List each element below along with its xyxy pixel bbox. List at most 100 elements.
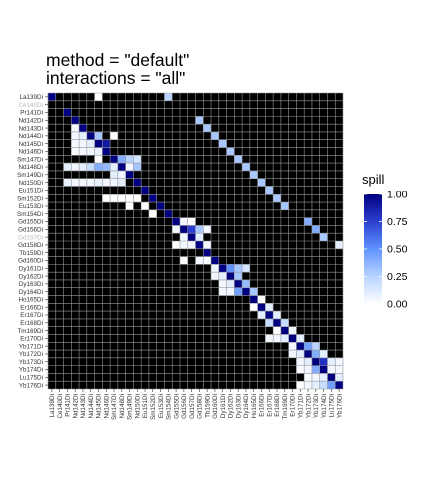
- x-tick-label: Dy164Di: [243, 394, 250, 418]
- x-tick-label: Ce140Di: [57, 394, 64, 419]
- heatmap-cell: [94, 139, 103, 148]
- heatmap-cell: [71, 163, 80, 171]
- y-tick-label: Nd143Di: [18, 125, 43, 132]
- heatmap-cell: [265, 334, 274, 343]
- heatmap-cell: [265, 318, 274, 327]
- x-tick-label: Er167Di: [266, 394, 273, 417]
- heatmap-cell: [94, 131, 103, 140]
- x-tick-label: Yb176Di: [336, 394, 343, 418]
- heatmap-cell: [304, 357, 312, 366]
- heatmap-cell: [179, 256, 188, 265]
- heatmap-cell: [257, 178, 266, 187]
- heatmap-cell: [226, 279, 235, 288]
- heatmap-cell: [203, 248, 212, 257]
- title-line-method: method = "default": [46, 50, 190, 70]
- heatmap-cell: [319, 381, 328, 389]
- heatmap-cell: [79, 124, 87, 132]
- heatmap-cell: [172, 241, 180, 249]
- heatmap-cell: [71, 147, 80, 156]
- y-tick-label: Nd145Di: [18, 141, 43, 148]
- y-tick-label: La139Di: [20, 94, 43, 101]
- heatmap-cell: [187, 217, 196, 226]
- x-tick-label: Sm152Di: [150, 394, 157, 420]
- x-tick-label: Gd158Di: [197, 394, 204, 419]
- heatmap-cell: [234, 279, 243, 288]
- x-tick-label: Sm147Di: [111, 394, 118, 420]
- heatmap-cell: [203, 225, 212, 234]
- y-tick-label: Yb174Di: [19, 367, 43, 374]
- y-tick-label: Nd142Di: [18, 117, 43, 124]
- y-tick-label: Dy163Di: [19, 281, 43, 288]
- heatmap-cell: [211, 256, 219, 265]
- heatmap-cell: [288, 334, 297, 343]
- heatmap-cell: [71, 178, 80, 187]
- heatmap-cell: [311, 342, 320, 351]
- x-tick-label: Nd145Di: [96, 394, 103, 419]
- heatmap-cell: [304, 365, 312, 374]
- heatmap-cell: [319, 365, 328, 374]
- heatmap-cell: [226, 272, 235, 280]
- heatmap-cell: [242, 264, 250, 273]
- x-tick-label: Nd144Di: [88, 394, 95, 419]
- y-tick-label: Nd144Di: [18, 133, 43, 140]
- heatmap-cell: [117, 170, 126, 179]
- heatmap-cell: [249, 170, 258, 179]
- y-tick-label: Dy161Di: [19, 265, 43, 272]
- y-tick-label: Pr141Di: [20, 110, 43, 117]
- heatmap-cell: [125, 194, 134, 203]
- x-tick-label: Gd157Di: [189, 394, 196, 419]
- heatmap-cell: [203, 124, 212, 132]
- heatmap-cell: [79, 163, 87, 171]
- heatmap-cell: [94, 178, 103, 187]
- heatmap-cell: [102, 147, 111, 156]
- heatmap-cell: [311, 357, 320, 366]
- heatmap-cell: [242, 279, 250, 288]
- heatmap-cell: [226, 287, 235, 296]
- heatmap-cell: [218, 264, 227, 273]
- y-tick-label: Gd157Di: [18, 234, 43, 241]
- legend-tick-label: 1.00: [387, 191, 408, 201]
- heatmap-cell: [94, 93, 103, 101]
- y-tick-label: Nd150Di: [18, 180, 43, 187]
- heatmap-cell: [195, 233, 204, 241]
- x-tick-label: Gd156Di: [181, 394, 188, 419]
- grid-lines: [47, 92, 344, 390]
- y-tick-label: Gd158Di: [18, 242, 43, 249]
- heatmap-cell: [117, 155, 126, 164]
- x-tick-label: Nd150Di: [134, 394, 141, 419]
- title-line-interactions: interactions = "all": [46, 68, 186, 88]
- heatmap-cell: [335, 373, 343, 382]
- heatmap-cell: [63, 178, 72, 187]
- heatmap-cell: [311, 373, 320, 382]
- y-tick-label: Sm147Di: [17, 156, 43, 163]
- heatmap-cell: [304, 217, 312, 226]
- x-tick-label: Er170Di: [290, 394, 297, 417]
- heatmap-cell: [304, 342, 312, 351]
- chart-title: method = "default" interactions = "all": [46, 51, 406, 87]
- heatmap-cell: [211, 272, 219, 280]
- heatmap-cell: [335, 381, 343, 389]
- heatmap-cell: [335, 365, 343, 374]
- heatmap-cell: [102, 163, 111, 171]
- heatmap-cell: [234, 272, 243, 280]
- x-tick-label: Tm169Di: [282, 394, 289, 420]
- heatmap-cell: [195, 241, 204, 249]
- heatmap-cell: [211, 131, 219, 140]
- heatmap-cell: [273, 334, 281, 343]
- heatmap-cell: [327, 381, 336, 389]
- y-tick-label: Ce140Di: [18, 102, 43, 109]
- heatmap-cell: [164, 209, 173, 218]
- heatmap-cell: [102, 194, 111, 203]
- y-tick-label: Gd156Di: [18, 227, 43, 234]
- heatmap-cell: [148, 209, 157, 218]
- heatmap-cell: [242, 163, 250, 171]
- legend-tick-label: 0.00: [387, 299, 408, 311]
- heatmap-cell: [148, 194, 157, 203]
- y-tick-label: Er167Di: [20, 312, 43, 319]
- heatmap-cell: [125, 202, 134, 210]
- heatmap-cell: [327, 365, 336, 374]
- heatmap-cell: [273, 194, 281, 203]
- y-tick-label: Yb172Di: [19, 351, 43, 358]
- heatmap-cell: [234, 287, 243, 296]
